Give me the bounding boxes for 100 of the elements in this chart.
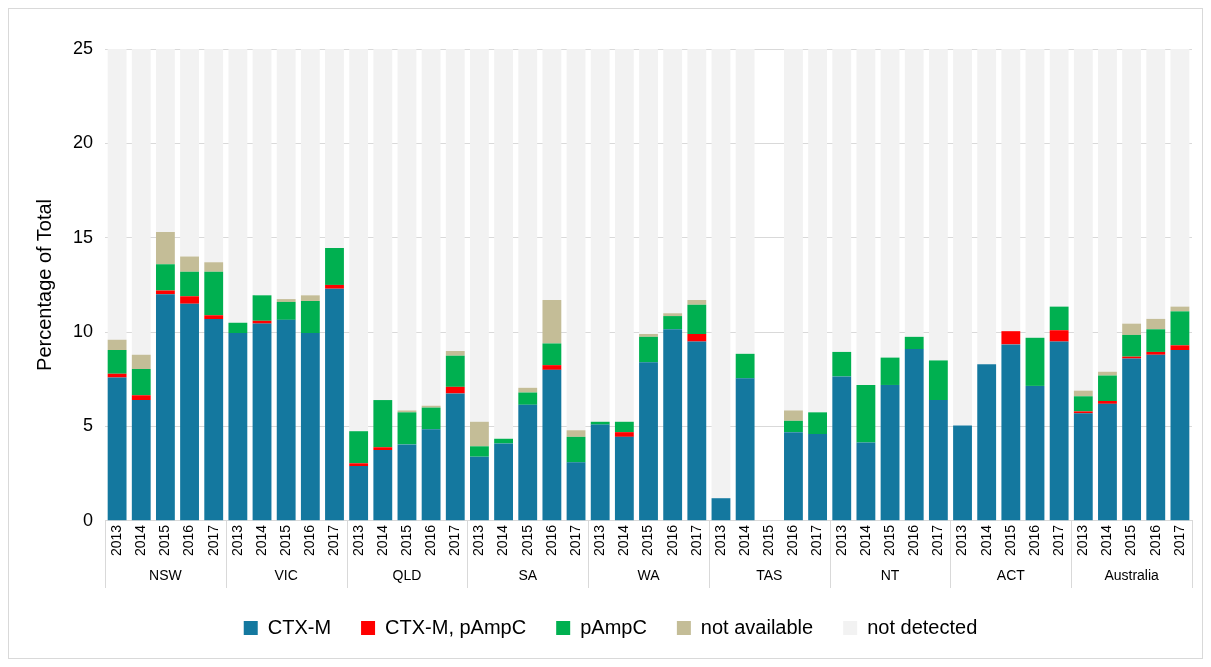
x-tick-label: 2014 [977, 524, 994, 557]
bar [614, 421, 634, 433]
bar [1122, 323, 1142, 335]
bar [1170, 311, 1190, 346]
bar [904, 349, 924, 521]
y-tick-label: 10 [72, 321, 94, 342]
bar [928, 400, 948, 521]
x-tick-label: 2017 [566, 524, 583, 557]
x-tick-label: 2013 [349, 524, 366, 557]
bar [687, 341, 707, 521]
bar [155, 49, 175, 233]
bar [470, 456, 489, 521]
bar [107, 339, 127, 351]
x-tick-label: 2014 [615, 524, 632, 557]
bar [445, 386, 465, 394]
bar [494, 443, 513, 521]
bar [880, 357, 900, 385]
bar [204, 271, 224, 316]
bar [155, 294, 175, 521]
bar [711, 498, 731, 521]
bar [1170, 350, 1190, 521]
bar [180, 271, 199, 297]
x-tick-label: 2016 [1025, 524, 1042, 557]
bar [977, 364, 997, 521]
bar [1098, 401, 1117, 404]
x-tick-label: 2015 [1122, 524, 1139, 557]
y-tick-label: 20 [72, 132, 94, 153]
bar [1146, 351, 1166, 355]
bar [1098, 403, 1117, 521]
bar [445, 355, 465, 387]
bar [252, 49, 272, 296]
bar [808, 434, 828, 521]
x-tick-label: 2015 [639, 524, 656, 557]
legend-label: not available [700, 615, 814, 638]
x-tick-label: 2013 [591, 524, 608, 557]
x-tick-label: 2016 [421, 524, 438, 557]
bar [1049, 49, 1069, 307]
bar [494, 49, 513, 439]
bar [518, 392, 538, 405]
bar [542, 369, 562, 521]
bar [542, 343, 562, 366]
bar [928, 49, 948, 361]
bar [1073, 396, 1093, 412]
bar [228, 322, 248, 334]
bar [300, 300, 320, 334]
bar [687, 334, 707, 342]
bar [107, 377, 127, 521]
bar [566, 49, 586, 431]
x-tick-label: 2015 [397, 524, 414, 557]
bar [1170, 49, 1190, 307]
bar [566, 430, 586, 437]
legend-label: CTX-M [267, 615, 332, 638]
bar [276, 301, 296, 320]
bar [1073, 49, 1093, 391]
bar [180, 49, 199, 257]
bar [518, 49, 538, 388]
bar [107, 49, 127, 340]
x-tick-label: 2016 [301, 524, 318, 557]
bar [204, 49, 224, 263]
bar [470, 446, 489, 457]
x-tick-label: 2016 [542, 524, 559, 557]
bar [566, 436, 586, 463]
x-tick-label: 2013 [470, 524, 487, 557]
bar [1146, 49, 1166, 319]
text: Australia [1104, 566, 1160, 583]
bar [880, 384, 900, 521]
bar [155, 264, 175, 291]
bar [228, 333, 248, 521]
x-tick-label: 2016 [784, 524, 801, 557]
bar [711, 49, 731, 499]
bar [373, 400, 393, 448]
bar [614, 49, 634, 422]
bar [1122, 334, 1142, 357]
bar [349, 466, 369, 521]
bar [180, 256, 199, 272]
bar [325, 49, 344, 249]
bar [1049, 341, 1069, 521]
bar [325, 284, 344, 289]
bar [155, 232, 175, 265]
bar [735, 353, 755, 379]
x-tick-label: 2016 [663, 524, 680, 557]
bar [735, 378, 755, 521]
bar [977, 49, 997, 365]
bar [518, 387, 538, 393]
bar [856, 384, 876, 443]
bar [953, 425, 972, 521]
bar [1001, 49, 1021, 332]
bar [1025, 49, 1045, 338]
x-tick-label: 2017 [808, 524, 825, 557]
bar [953, 49, 972, 426]
x-tick-label: 2017 [446, 524, 463, 557]
bar [687, 304, 707, 334]
bar [663, 329, 683, 521]
x-tick-label: 2017 [929, 524, 946, 557]
bar [904, 336, 924, 350]
bar [687, 300, 707, 305]
bar [1001, 331, 1021, 345]
bar [1098, 49, 1117, 372]
text: SA [518, 566, 538, 583]
y-tick-label: 0 [83, 509, 94, 530]
